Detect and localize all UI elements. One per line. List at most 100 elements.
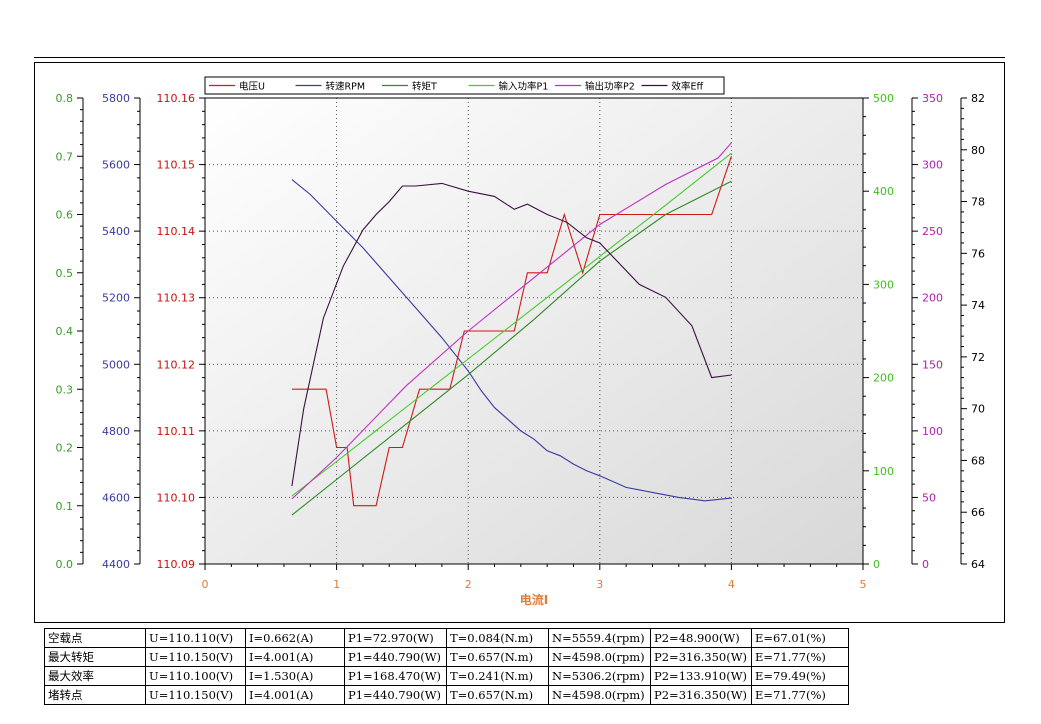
tick-label-p2: 150 [922, 358, 943, 371]
chart-frame [34, 62, 1005, 623]
tick-label-u: 110.10 [157, 491, 196, 504]
table-cell: N=5306.2(rpm) [548, 666, 651, 686]
table-cell: I=0.662(A) [245, 628, 345, 648]
row-label: 最大效率 [44, 666, 146, 686]
tick-label-u: 110.16 [157, 92, 196, 105]
table-row: 最大转矩 U=110.150(V) I=4.001(A) P1=440.790(W) T… [44, 647, 849, 667]
row-label: 空载点 [44, 628, 146, 648]
tick-label-p2: 350 [922, 92, 943, 105]
legend-label: 转速RPM [326, 81, 366, 93]
y-axis-p2: 0 50 100 150 200 250 300 350 [911, 92, 943, 571]
table-cell: T=0.657(N.m) [446, 685, 549, 705]
tick-label-p1: 300 [873, 278, 894, 291]
tick-label-rpm: 5400 [102, 225, 130, 238]
tick-label-t: 0.1 [56, 500, 74, 513]
legend-box [204, 76, 725, 95]
series-line-eff [291, 182, 732, 487]
table-cell: N=4598.0(rpm) [548, 647, 651, 667]
tick-label-p1: 0 [873, 558, 880, 571]
tick-label-eff: 78 [971, 196, 985, 209]
table-cell: E=71.77(%) [751, 685, 849, 705]
tick-label-u: 110.13 [157, 292, 196, 305]
table-cell: P2=316.350(W) [650, 685, 752, 705]
x-tick-label: 1 [333, 578, 340, 591]
table-row: 最大效率 U=110.100(V) I=1.530(A) P1=168.470(W) T… [44, 666, 849, 686]
y-axis-t: 0.0 0.1 0.2 0.3 0.4 0.5 0.6 0.7 0.8 [56, 92, 84, 571]
plot-area [205, 98, 863, 564]
tick-label-eff: 68 [971, 454, 985, 467]
plot-border [204, 97, 864, 565]
y-axis-eff: 64 66 68 70 72 74 76 78 80 82 [960, 92, 985, 571]
table-cell: E=71.77(%) [751, 647, 849, 667]
tick-label-p2: 300 [922, 159, 943, 172]
table-row: 堵转点 U=110.150(V) I=4.001(A) P1=440.790(W) T=… [44, 685, 849, 705]
legend-item-u: 电压U [209, 81, 265, 93]
tick-label-u: 110.12 [157, 358, 196, 371]
summary-table: 空载点 U=110.110(V) I=0.662(A) P1=72.970(W) T=0… [44, 628, 849, 705]
table-cell: P1=72.970(W) [344, 628, 447, 648]
table-cell: P1=440.790(W) [344, 647, 447, 667]
table-cell: P2=133.910(W) [650, 666, 752, 686]
table-cell: E=67.01(%) [751, 628, 849, 648]
y-axis-u: 110.09 110.10 110.11 110.12 110.13 110.14 110.… [157, 92, 205, 571]
series-line-p2 [291, 142, 732, 500]
legend-label: 输出功率P2 [585, 81, 635, 93]
table-row: 空载点 U=110.110(V) I=0.662(A) P1=72.970(W) T=0… [44, 628, 849, 648]
table-cell: U=110.110(V) [145, 628, 246, 648]
legend-item-p2: 输出功率P2 [555, 81, 635, 93]
tick-label-eff: 82 [971, 92, 985, 105]
series-line-rpm [291, 179, 732, 502]
tick-label-rpm: 4400 [102, 558, 130, 571]
series-lines [291, 142, 732, 516]
motor-performance-chart: 0.00.10.20.30.40.50.60.70.84400460048005… [56, 76, 985, 607]
y-axis-p1: 0 100 200 300 400 500 [863, 92, 894, 571]
table-cell: T=0.084(N.m) [446, 628, 549, 648]
legend-item-t: 转矩T [382, 81, 437, 93]
tick-label-t: 0.4 [56, 325, 74, 338]
tick-label-eff: 76 [971, 247, 985, 260]
tick-label-p2: 0 [922, 558, 929, 571]
tick-label-rpm: 5600 [102, 159, 130, 172]
tick-label-u: 110.14 [157, 225, 196, 238]
table-cell: P2=316.350(W) [650, 647, 752, 667]
table-cell: P2=48.900(W) [650, 628, 752, 648]
table-cell: I=4.001(A) [245, 685, 345, 705]
tick-label-u: 110.09 [157, 558, 196, 571]
table-cell: P1=440.790(W) [344, 685, 447, 705]
tick-label-eff: 70 [971, 403, 985, 416]
tick-label-eff: 80 [971, 144, 985, 157]
tick-label-p2: 100 [922, 425, 943, 438]
table-cell: T=0.241(N.m) [446, 666, 549, 686]
legend-label: 转矩T [412, 81, 437, 93]
table-cell: P1=168.470(W) [344, 666, 447, 686]
tick-label-eff: 64 [971, 558, 985, 571]
tick-label-t: 0.5 [56, 267, 74, 280]
tick-label-p1: 400 [873, 185, 894, 198]
top-rule [34, 57, 1005, 58]
table-cell: N=4598.0(rpm) [548, 685, 651, 705]
tick-label-rpm: 5000 [102, 358, 130, 371]
table-cell: E=79.49(%) [751, 666, 849, 686]
tick-label-u: 110.15 [157, 159, 196, 172]
tick-label-eff: 74 [971, 299, 985, 312]
table-cell: U=110.100(V) [145, 666, 246, 686]
tick-label-t: 0.2 [56, 442, 74, 455]
x-axis: 0 1 2 3 4 5 [202, 564, 867, 591]
legend-label: 电压U [239, 81, 265, 93]
tick-label-t: 0.8 [56, 92, 74, 105]
tick-label-rpm: 5200 [102, 292, 130, 305]
x-tick-label: 5 [860, 578, 867, 591]
tick-label-eff: 72 [971, 351, 985, 364]
table-cell: U=110.150(V) [145, 647, 246, 667]
tick-label-rpm: 4800 [102, 425, 130, 438]
table-cell: T=0.657(N.m) [446, 647, 549, 667]
tick-label-t: 0.3 [56, 383, 74, 396]
tick-label-t: 0.7 [56, 150, 74, 163]
x-tick-label: 0 [202, 578, 209, 591]
tick-label-t: 0.0 [56, 558, 74, 571]
y-axis-rpm: 4400 4600 4800 5000 5200 5400 5600 5800 [102, 92, 141, 571]
x-tick-label: 4 [728, 578, 735, 591]
tick-label-u: 110.11 [157, 425, 196, 438]
legend-label: 输入功率P1 [499, 81, 549, 93]
row-label: 堵转点 [44, 685, 146, 705]
